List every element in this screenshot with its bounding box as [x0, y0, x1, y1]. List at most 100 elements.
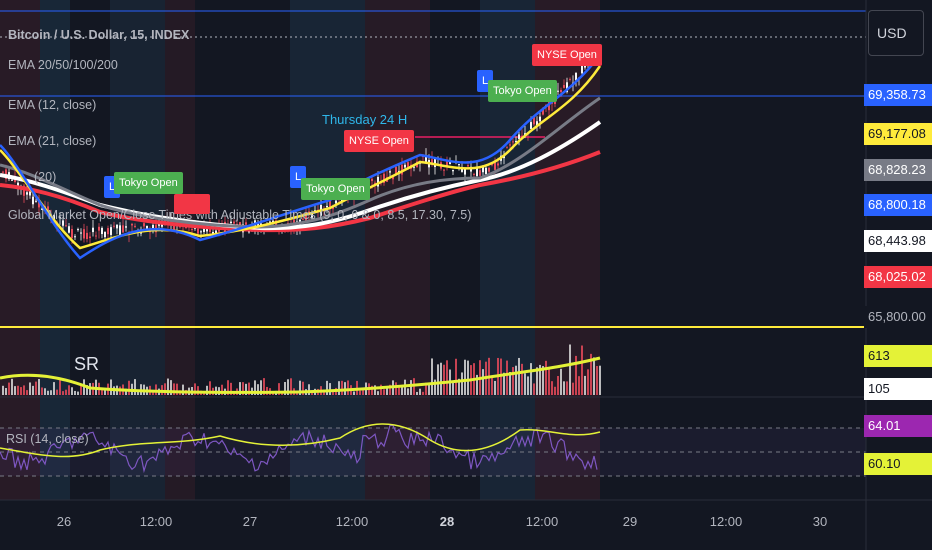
volume-bar — [308, 384, 310, 395]
candle-body — [512, 141, 514, 143]
candle-body — [539, 116, 541, 122]
volume-bar — [110, 379, 112, 395]
volume-bar — [137, 390, 139, 395]
volume-bar — [548, 369, 550, 395]
candle-body — [113, 225, 115, 227]
volume-bar — [254, 380, 256, 395]
symbol-title[interactable]: Bitcoin / U.S. Dollar, 15, INDEX — [8, 28, 190, 42]
indicator-volume-ma[interactable]: (20) — [34, 170, 57, 184]
volume-bar — [398, 385, 400, 395]
candle-body — [134, 225, 136, 227]
indicator-ema-21[interactable]: EMA (21, close) — [8, 134, 97, 148]
indicator-market-times[interactable]: Global Market Open/Close Times with Adju… — [8, 208, 472, 222]
candle-body — [119, 225, 121, 235]
candle-body — [38, 201, 40, 208]
volume-bar — [515, 365, 517, 395]
volume-bar — [584, 375, 586, 395]
volume-bar — [362, 388, 364, 395]
rsi-legend[interactable]: RSI (14, close) — [6, 432, 89, 446]
volume-bar — [41, 387, 43, 395]
candle-body — [449, 160, 451, 165]
volume-bar — [494, 380, 496, 395]
volume-bar — [299, 380, 301, 395]
time-tick: 30 — [812, 514, 828, 529]
event-nyse-open — [174, 194, 210, 214]
volume-bar — [410, 380, 412, 395]
currency-button[interactable]: USD — [868, 10, 924, 56]
candle-body — [467, 165, 469, 167]
candle-body — [485, 167, 487, 175]
volume-bar — [440, 362, 442, 395]
volume-bar — [59, 380, 61, 395]
volume-bar — [14, 386, 16, 395]
volume-ma-line — [0, 356, 601, 394]
candle-body — [245, 222, 247, 225]
volume-bar — [341, 380, 343, 395]
candle-body — [83, 229, 85, 239]
volume-bar — [302, 381, 304, 395]
candle-body — [239, 222, 241, 227]
volume-bar — [419, 388, 421, 395]
candle-body — [536, 121, 538, 126]
candle-body — [569, 78, 571, 80]
volume-bar — [533, 383, 535, 395]
rsi-ma-line — [0, 423, 601, 458]
candle-body — [125, 226, 127, 228]
candle-body — [68, 226, 70, 233]
volume-bar — [491, 377, 493, 395]
candle-body — [425, 155, 427, 164]
volume-bar — [245, 383, 247, 395]
indicator-ema-12[interactable]: EMA (12, close) — [8, 98, 97, 112]
volume-bar — [539, 364, 541, 395]
volume-bar — [443, 364, 445, 395]
volume-bar — [407, 388, 409, 395]
indicator-ema-ribbon[interactable]: EMA 20/50/100/200 — [8, 58, 118, 72]
volume-bar — [101, 387, 103, 395]
volume-bar — [26, 390, 28, 395]
candle-body — [515, 140, 517, 143]
candle-body — [560, 89, 562, 93]
candle-body — [197, 228, 199, 234]
volume-bar — [380, 384, 382, 395]
candle-body — [509, 144, 511, 146]
volume-bar — [53, 382, 55, 395]
price-tag: 68,443.98 — [864, 230, 932, 252]
volume-bar — [425, 382, 427, 395]
candle-body — [17, 182, 19, 188]
ema-gray-line — [0, 96, 601, 229]
event-tokyo-open: Tokyo Open — [301, 178, 370, 200]
volume-bar — [476, 374, 478, 395]
candle-body — [233, 221, 235, 224]
candle-body — [335, 200, 337, 204]
volume-bar — [65, 389, 67, 395]
volume-bar — [563, 381, 565, 395]
candle-body — [479, 170, 481, 176]
candle-body — [95, 235, 97, 237]
volume-bar — [329, 383, 331, 395]
volume-bar — [194, 383, 196, 395]
candle-body — [41, 208, 43, 210]
volume-bar — [182, 384, 184, 395]
volume-bar — [545, 360, 547, 395]
candle-body — [32, 196, 34, 205]
candle-body — [476, 167, 478, 177]
volume-bar — [530, 363, 532, 395]
price-tag: 65,800.00 — [864, 306, 932, 328]
time-tick: 27 — [242, 514, 258, 529]
candle-body — [230, 221, 232, 224]
volume-bar — [155, 384, 157, 395]
volume-bar — [458, 378, 460, 395]
price-tag: 69,177.08 — [864, 123, 932, 145]
candle-body — [557, 90, 559, 92]
candle-body — [302, 218, 304, 220]
candle-body — [482, 166, 484, 173]
candle-body — [116, 224, 118, 229]
volume-bar — [125, 388, 127, 395]
volume-bar — [230, 382, 232, 395]
volume-bar — [590, 353, 592, 395]
time-tick: 28 — [439, 514, 455, 529]
volume-bar — [596, 366, 598, 395]
volume-bar — [221, 384, 223, 395]
candle-body — [464, 168, 466, 175]
